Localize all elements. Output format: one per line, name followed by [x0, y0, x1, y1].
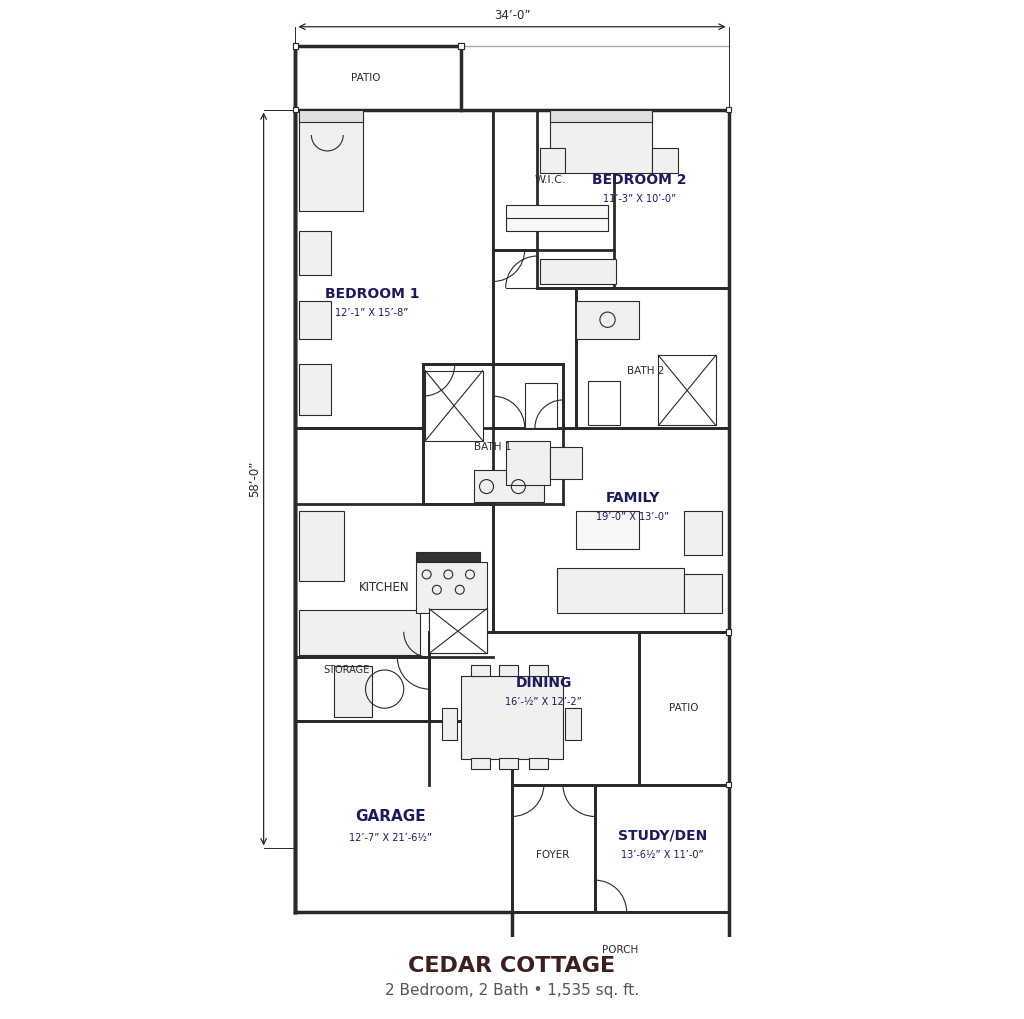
Bar — [550, 447, 582, 479]
Bar — [575, 301, 639, 339]
Text: PATIO: PATIO — [351, 72, 380, 83]
Text: DINING: DINING — [516, 676, 572, 690]
Bar — [458, 43, 464, 49]
Bar — [293, 43, 298, 49]
Bar — [299, 511, 344, 581]
Bar — [528, 665, 548, 677]
Bar — [506, 205, 607, 230]
Bar — [557, 569, 684, 612]
Bar — [493, 428, 728, 632]
Bar — [509, 985, 515, 991]
Bar — [334, 666, 372, 717]
Text: STORAGE: STORAGE — [324, 665, 370, 675]
Text: STUDY/DEN: STUDY/DEN — [617, 828, 707, 843]
Bar — [575, 511, 639, 549]
Bar — [617, 985, 624, 991]
Text: 2 Bedroom, 2 Bath • 1,535 sq. ft.: 2 Bedroom, 2 Bath • 1,535 sq. ft. — [385, 983, 639, 998]
Bar — [528, 758, 548, 769]
Bar — [417, 551, 480, 561]
Bar — [726, 107, 731, 112]
Text: BATH 1: BATH 1 — [474, 442, 512, 452]
Bar — [726, 782, 731, 788]
Bar — [540, 148, 565, 173]
Bar — [429, 609, 486, 653]
Bar — [540, 259, 616, 284]
Bar — [726, 629, 731, 635]
Text: FOYER: FOYER — [537, 850, 569, 860]
Text: W.I.C.: W.I.C. — [535, 174, 566, 184]
Bar — [565, 708, 581, 740]
Bar — [458, 43, 464, 49]
Bar — [500, 665, 518, 677]
Bar — [493, 110, 614, 250]
Bar — [429, 609, 486, 653]
Bar — [299, 610, 420, 655]
Text: 34’-0”: 34’-0” — [494, 8, 530, 21]
Bar — [726, 985, 731, 991]
Bar — [550, 110, 652, 122]
Bar — [299, 365, 331, 416]
Bar — [726, 782, 731, 788]
Bar — [617, 985, 624, 991]
Text: BEDROOM 2: BEDROOM 2 — [592, 172, 687, 186]
Bar — [299, 110, 362, 122]
Bar — [658, 356, 716, 426]
Bar — [652, 148, 678, 173]
Bar — [575, 288, 728, 428]
Text: 19’-0” X 13’-0”: 19’-0” X 13’-0” — [596, 513, 670, 522]
Bar — [442, 708, 458, 740]
Bar — [417, 561, 486, 612]
Text: 11’-3” X 10’-0”: 11’-3” X 10’-0” — [603, 194, 676, 204]
Text: 12’-1” X 15’-8”: 12’-1” X 15’-8” — [335, 309, 409, 318]
Bar — [538, 110, 728, 288]
Text: PATIO: PATIO — [670, 703, 698, 713]
Bar — [684, 575, 722, 612]
Bar — [296, 657, 429, 721]
Bar — [299, 116, 362, 212]
Text: GARAGE: GARAGE — [355, 809, 426, 824]
Bar — [684, 511, 722, 555]
Bar — [296, 46, 461, 110]
Bar — [589, 381, 621, 426]
Bar — [461, 677, 563, 759]
Bar — [471, 758, 490, 769]
Text: CEDAR COTTAGE: CEDAR COTTAGE — [409, 956, 615, 976]
Text: 12’-7” X 21’-6½”: 12’-7” X 21’-6½” — [349, 834, 432, 843]
Bar — [296, 721, 512, 912]
Bar — [726, 629, 731, 635]
Bar — [299, 230, 331, 275]
Bar — [512, 785, 595, 912]
Bar — [296, 110, 493, 428]
Bar — [524, 383, 557, 428]
Bar — [474, 470, 544, 502]
Bar — [293, 43, 298, 49]
Bar — [296, 504, 493, 657]
Text: 16’-½” X 12’-2”: 16’-½” X 12’-2” — [506, 697, 583, 707]
Bar — [299, 301, 331, 339]
Bar — [500, 758, 518, 769]
Bar — [425, 371, 482, 440]
Bar — [293, 107, 298, 112]
Text: 13’-6½” X 11’-0”: 13’-6½” X 11’-0” — [621, 850, 703, 860]
Text: KITCHEN: KITCHEN — [359, 581, 410, 594]
Bar — [512, 912, 728, 988]
Bar — [423, 365, 563, 504]
Bar — [550, 116, 652, 173]
Text: FAMILY: FAMILY — [606, 491, 660, 505]
Text: BATH 2: BATH 2 — [627, 366, 665, 376]
Text: 58’-0”: 58’-0” — [248, 461, 261, 497]
Text: PORCH: PORCH — [602, 946, 638, 955]
Bar — [506, 441, 550, 485]
Bar — [595, 785, 728, 912]
Bar — [471, 665, 490, 677]
Bar — [639, 632, 728, 785]
Text: BEDROOM 1: BEDROOM 1 — [325, 287, 419, 302]
Bar — [429, 632, 639, 785]
